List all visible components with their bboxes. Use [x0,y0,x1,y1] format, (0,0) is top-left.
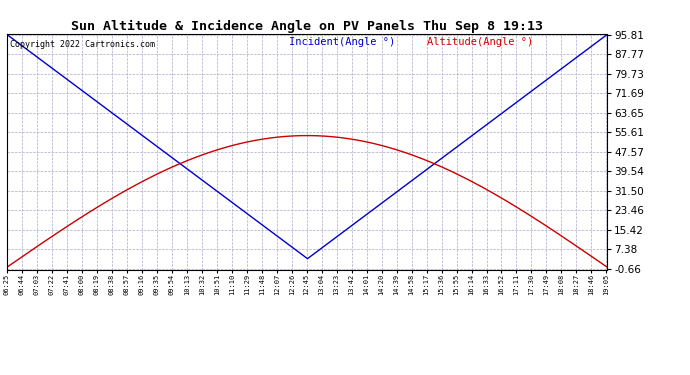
Text: Copyright 2022 Cartronics.com: Copyright 2022 Cartronics.com [10,40,155,49]
Title: Sun Altitude & Incidence Angle on PV Panels Thu Sep 8 19:13: Sun Altitude & Incidence Angle on PV Pan… [71,20,543,33]
Text: Incident(Angle °): Incident(Angle °) [289,37,395,47]
Text: Altitude(Angle °): Altitude(Angle °) [427,37,533,47]
